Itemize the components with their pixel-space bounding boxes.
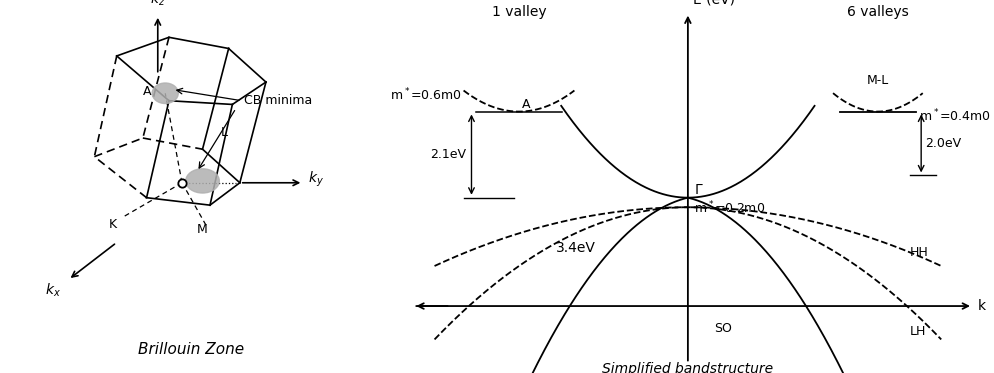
Text: m$^*$=0.4m0: m$^*$=0.4m0 [919, 107, 991, 124]
Text: M-L: M-L [867, 75, 889, 88]
Text: M: M [197, 223, 208, 236]
Text: L: L [222, 126, 229, 139]
Text: $k_z$: $k_z$ [150, 0, 165, 8]
Text: E (eV): E (eV) [693, 0, 736, 6]
Text: 6 valleys: 6 valleys [847, 5, 909, 19]
Text: $k_x$: $k_x$ [46, 282, 62, 299]
Text: 2.0eV: 2.0eV [925, 137, 961, 150]
Text: CB minima: CB minima [244, 94, 312, 107]
Text: Simplified bandstructure: Simplified bandstructure [602, 362, 773, 373]
Text: A: A [522, 98, 530, 111]
Text: SO: SO [715, 322, 733, 335]
Text: 1 valley: 1 valley [492, 5, 547, 19]
Ellipse shape [186, 169, 220, 193]
Text: A: A [142, 85, 151, 98]
Text: Brillouin Zone: Brillouin Zone [138, 342, 245, 357]
Ellipse shape [152, 83, 178, 103]
Text: 2.1eV: 2.1eV [430, 148, 466, 161]
Text: HH: HH [910, 247, 928, 259]
Text: $k_y$: $k_y$ [308, 170, 324, 189]
Text: k: k [978, 299, 986, 313]
Text: m$^*$=0.6m0: m$^*$=0.6m0 [390, 87, 462, 103]
Text: 3.4eV: 3.4eV [556, 241, 595, 255]
Text: Γ: Γ [694, 184, 702, 197]
Text: m$^*$=0.2m0: m$^*$=0.2m0 [694, 200, 765, 217]
Text: LH: LH [910, 325, 926, 338]
Text: K: K [109, 217, 117, 231]
